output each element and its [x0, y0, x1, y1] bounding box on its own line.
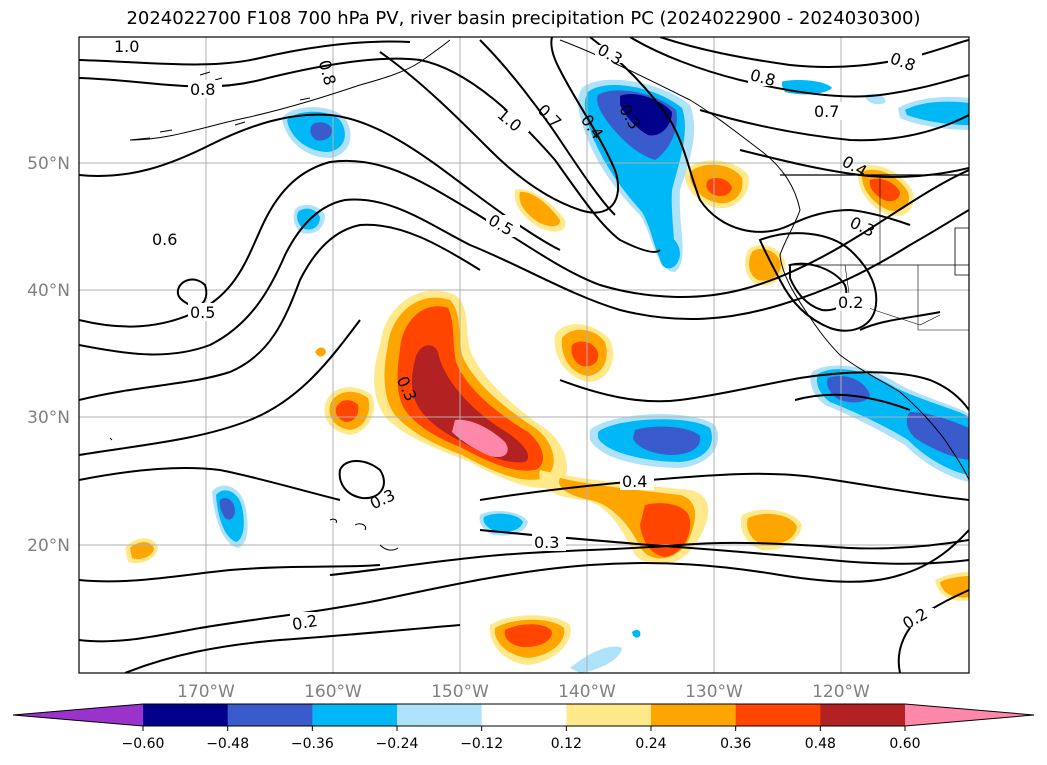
colorbar-tick-label: −0.60 — [122, 736, 165, 752]
colorbar-segment — [227, 704, 313, 726]
contour-label: 0.4 — [622, 472, 647, 491]
colorbar-tick-label: −0.12 — [460, 736, 503, 752]
colorbar-tick-label: −0.36 — [291, 736, 334, 752]
contour-label: 0.8 — [190, 80, 215, 99]
lon-label: 150°W — [431, 682, 489, 702]
map-frame — [78, 36, 970, 674]
colorbar-segment — [397, 704, 483, 726]
contour-label: 1.0 — [114, 37, 139, 56]
lon-label: 130°W — [685, 682, 743, 702]
colorbar-tick-label: 0.24 — [635, 736, 666, 752]
contour-label: 0.6 — [152, 230, 177, 249]
colorbar-segment — [13, 704, 143, 726]
contour-label: 0.2 — [838, 293, 863, 312]
map-plot-area: 1.0 0.8 0.8 0.3 0.4 0.3 1.0 0.7 0.8 0.7 … — [79, 37, 969, 673]
colorbar-segment — [651, 704, 737, 726]
colorbar-tick-label: 0.12 — [551, 736, 582, 752]
lat-label: 40°N — [27, 281, 70, 301]
latitude-labels: 50°N 40°N 30°N 20°N — [27, 154, 70, 556]
lon-label: 140°W — [558, 682, 616, 702]
lat-label: 50°N — [27, 154, 70, 174]
colorbar-tick-label: 0.60 — [889, 736, 920, 752]
colorbar-segment — [566, 704, 652, 726]
colorbar-segment — [735, 704, 821, 726]
longitude-labels: 170°W 160°W 150°W 140°W 130°W 120°W — [177, 682, 870, 702]
positive-anomaly-shading — [125, 160, 969, 665]
colorbar-segment — [820, 704, 906, 726]
lon-label: 160°W — [304, 682, 362, 702]
lon-label: 170°W — [177, 682, 235, 702]
map-title: 2024022700 F108 700 hPa PV, river basin … — [126, 8, 921, 29]
lat-label: 30°N — [27, 408, 70, 428]
colorbar-segment — [481, 704, 567, 726]
contour-label: 0.3 — [534, 533, 559, 552]
contour-label: 0.5 — [190, 303, 215, 322]
colorbar: −0.60 −0.48 −0.36 −0.24 −0.12 0.12 0.24 0.36 0.4… — [12, 703, 1035, 752]
lon-label: 120°W — [812, 682, 870, 702]
colorbar-tick-label: −0.24 — [376, 736, 419, 752]
colorbar-segment — [905, 704, 1034, 726]
contour-label: 0.7 — [814, 102, 839, 121]
colorbar-tick-label: 0.48 — [805, 736, 836, 752]
colorbar-segment — [312, 704, 398, 726]
colorbar-segment — [143, 704, 229, 726]
colorbar-tick-label: −0.48 — [206, 736, 249, 752]
contour-label: 0.2 — [291, 611, 319, 634]
lat-label: 20°N — [27, 536, 70, 556]
colorbar-tick-label: 0.36 — [720, 736, 751, 752]
